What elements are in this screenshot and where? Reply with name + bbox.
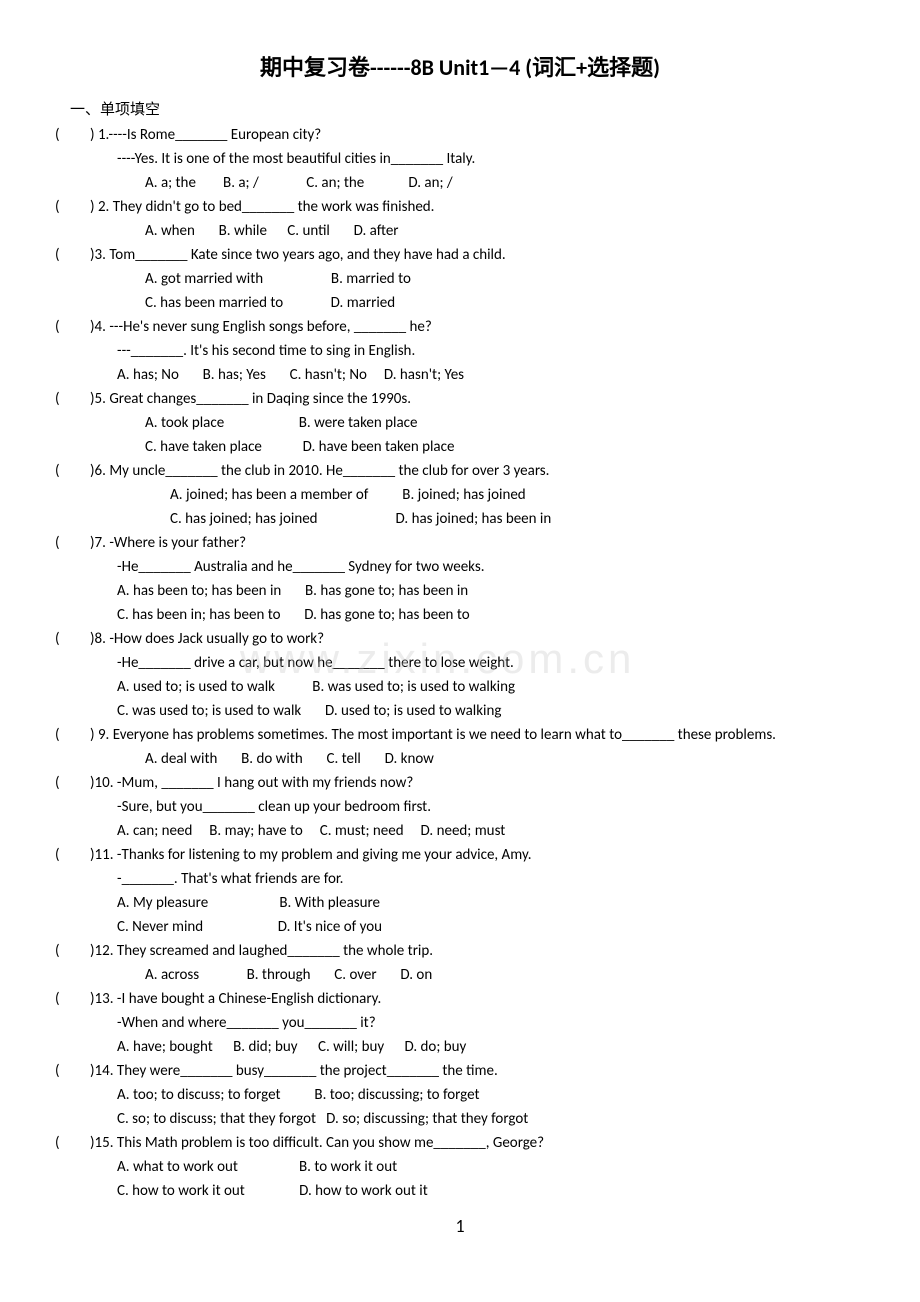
- question-paren: (: [55, 1059, 90, 1083]
- question-text: )12. They screamed and laughed_______ th…: [90, 939, 865, 963]
- question-paren: (: [55, 843, 90, 867]
- question-text: )10. -Mum, _______ I hang out with my fr…: [90, 771, 865, 795]
- question-paren: (: [55, 387, 90, 411]
- question-paren: (: [55, 459, 90, 483]
- question-text: )4. ---He's never sung English songs bef…: [90, 315, 865, 339]
- question-paren: (: [55, 531, 90, 555]
- question-4: ()4. ---He's never sung English songs be…: [55, 315, 865, 339]
- question-text: )14. They were_______ busy_______ the pr…: [90, 1059, 865, 1083]
- question-paren: (: [55, 243, 90, 267]
- question-text: )15. This Math problem is too difficult.…: [90, 1131, 865, 1155]
- question-continuation: -Sure, but you_______ clean up your bedr…: [55, 795, 865, 819]
- question-14: ()14. They were_______ busy_______ the p…: [55, 1059, 865, 1083]
- question-options: A. joined; has been a member of B. joine…: [55, 483, 865, 507]
- question-text: )5. Great changes_______ in Daqing since…: [90, 387, 865, 411]
- question-options: A. got married with B. married to: [55, 267, 865, 291]
- question-8: ()8. -How does Jack usually go to work?: [55, 627, 865, 651]
- section-header: 一、单项填空: [55, 98, 865, 119]
- question-2: () 2. They didn't go to bed_______ the w…: [55, 195, 865, 219]
- question-options: C. have taken place D. have been taken p…: [55, 435, 865, 459]
- question-options: A. too; to discuss; to forget B. too; di…: [55, 1083, 865, 1107]
- question-options: A. can; need B. may; have to C. must; ne…: [55, 819, 865, 843]
- question-options: A. used to; is used to walk B. was used …: [55, 675, 865, 699]
- question-continuation: -_______. That's what friends are for.: [55, 867, 865, 891]
- question-13: ()13. -I have bought a Chinese-English d…: [55, 987, 865, 1011]
- question-text: )13. -I have bought a Chinese-English di…: [90, 987, 865, 1011]
- question-paren: (: [55, 315, 90, 339]
- question-10: ()10. -Mum, _______ I hang out with my f…: [55, 771, 865, 795]
- question-continuation: ----Yes. It is one of the most beautiful…: [55, 147, 865, 171]
- question-text: ) 9. Everyone has problems sometimes. Th…: [90, 723, 865, 747]
- questions-container: () 1.----Is Rome_______ European city?--…: [55, 123, 865, 1203]
- question-options: A. a; the B. a; / C. an; the D. an; /: [55, 171, 865, 195]
- question-text: )3. Tom_______ Kate since two years ago,…: [90, 243, 865, 267]
- question-options: C. has joined; has joined D. has joined;…: [55, 507, 865, 531]
- question-options: C. has been married to D. married: [55, 291, 865, 315]
- question-options: C. Never mind D. It's nice of you: [55, 915, 865, 939]
- question-11: ()11. -Thanks for listening to my proble…: [55, 843, 865, 867]
- page-title: 期中复习卷------8B Unit1—4 (词汇+选择题): [55, 50, 865, 82]
- question-options: C. so; to discuss; that they forgot D. s…: [55, 1107, 865, 1131]
- question-paren: (: [55, 627, 90, 651]
- question-options: A. has been to; has been in B. has gone …: [55, 579, 865, 603]
- question-continuation: -He_______ Australia and he_______ Sydne…: [55, 555, 865, 579]
- question-paren: (: [55, 123, 90, 147]
- question-continuation: -When and where_______ you_______ it?: [55, 1011, 865, 1035]
- question-9: () 9. Everyone has problems sometimes. T…: [55, 723, 865, 747]
- question-7: ()7. -Where is your father?: [55, 531, 865, 555]
- question-paren: (: [55, 195, 90, 219]
- question-1: () 1.----Is Rome_______ European city?: [55, 123, 865, 147]
- question-options: A. deal with B. do with C. tell D. know: [55, 747, 865, 771]
- page-number: 1: [55, 1215, 865, 1237]
- question-paren: (: [55, 771, 90, 795]
- question-options: A. took place B. were taken place: [55, 411, 865, 435]
- question-text: ) 2. They didn't go to bed_______ the wo…: [90, 195, 865, 219]
- question-5: ()5. Great changes_______ in Daqing sinc…: [55, 387, 865, 411]
- question-text: )7. -Where is your father?: [90, 531, 865, 555]
- question-options: C. how to work it out D. how to work out…: [55, 1179, 865, 1203]
- question-3: ()3. Tom_______ Kate since two years ago…: [55, 243, 865, 267]
- question-text: )8. -How does Jack usually go to work?: [90, 627, 865, 651]
- question-options: A. what to work out B. to work it out: [55, 1155, 865, 1179]
- question-options: C. was used to; is used to walk D. used …: [55, 699, 865, 723]
- question-6: ()6. My uncle_______ the club in 2010. H…: [55, 459, 865, 483]
- question-paren: (: [55, 987, 90, 1011]
- question-options: A. across B. through C. over D. on: [55, 963, 865, 987]
- question-continuation: ---_______. It's his second time to sing…: [55, 339, 865, 363]
- question-options: A. has; No B. has; Yes C. hasn't; No D. …: [55, 363, 865, 387]
- question-options: A. have; bought B. did; buy C. will; buy…: [55, 1035, 865, 1059]
- question-text: ) 1.----Is Rome_______ European city?: [90, 123, 865, 147]
- question-options: A. when B. while C. until D. after: [55, 219, 865, 243]
- question-paren: (: [55, 723, 90, 747]
- question-continuation: -He_______ drive a car, but now he______…: [55, 651, 865, 675]
- question-paren: (: [55, 1131, 90, 1155]
- question-15: ()15. This Math problem is too difficult…: [55, 1131, 865, 1155]
- question-text: )11. -Thanks for listening to my problem…: [90, 843, 865, 867]
- question-12: ()12. They screamed and laughed_______ t…: [55, 939, 865, 963]
- question-options: A. My pleasure B. With pleasure: [55, 891, 865, 915]
- question-paren: (: [55, 939, 90, 963]
- question-options: C. has been in; has been to D. has gone …: [55, 603, 865, 627]
- question-text: )6. My uncle_______ the club in 2010. He…: [90, 459, 865, 483]
